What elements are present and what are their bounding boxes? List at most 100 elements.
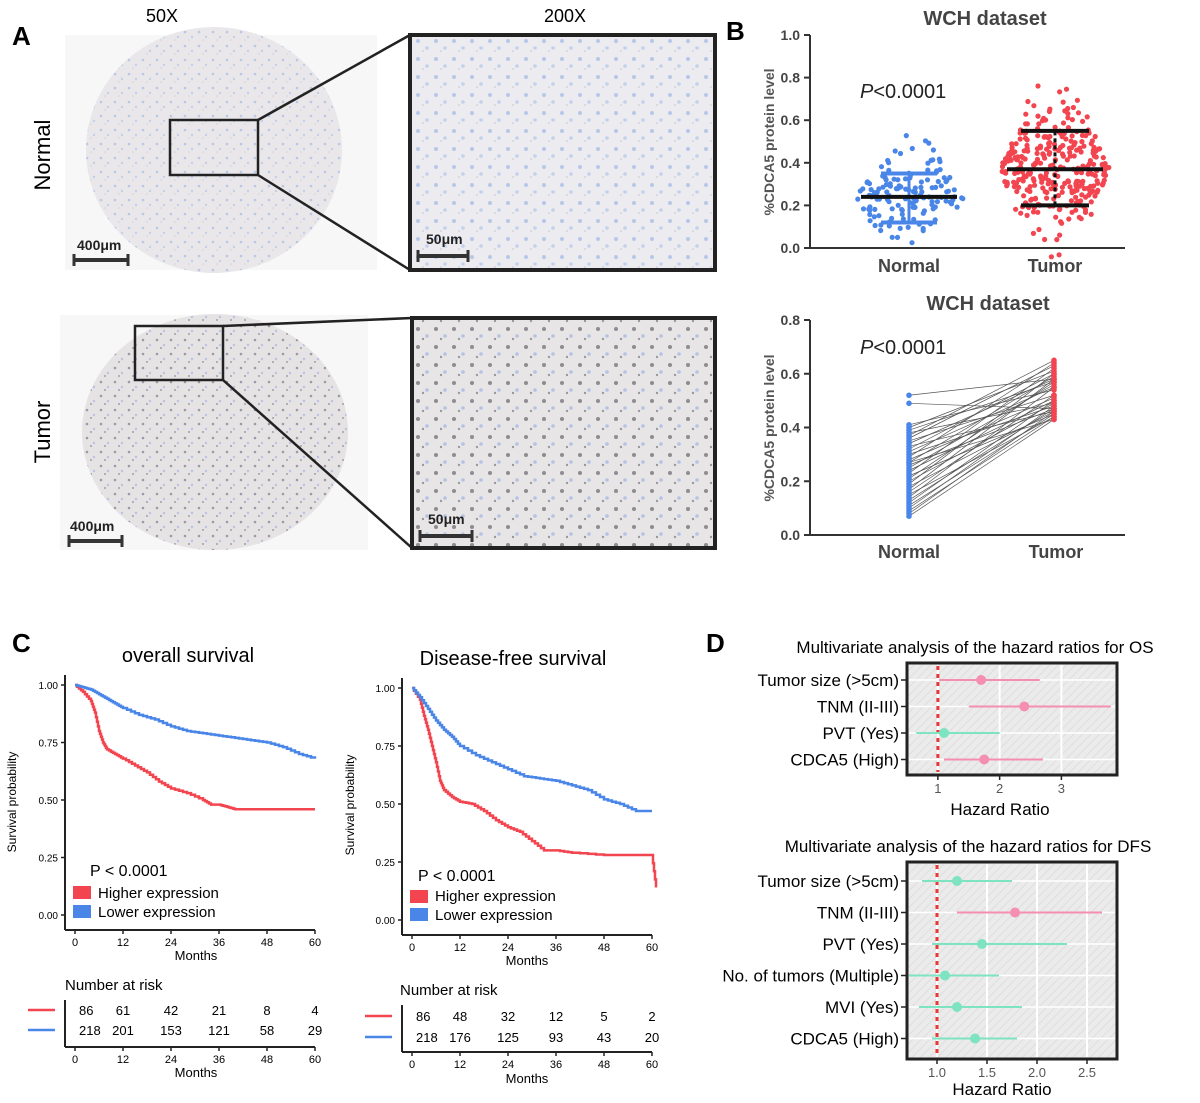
point-tumor (1043, 170, 1049, 176)
chart-b1: WCH dataset %CDCA5 protein level 0.0 0.2 0… (761, 8, 1125, 276)
f2-hr-point (1010, 907, 1020, 918)
pair-line (908, 405, 1055, 509)
point-normal (918, 184, 924, 190)
pair-line (908, 411, 1055, 447)
pair-line (908, 378, 1055, 490)
km1-xtick-label: 48 (261, 937, 273, 949)
point-tumor (1032, 182, 1038, 188)
chart-km-os-pvalue: P < 0.0001 (90, 863, 168, 880)
point-normal (935, 178, 941, 185)
chart-km-dfs: Disease-free survival Survival probabili… (343, 648, 659, 1086)
point-tumor (1008, 149, 1014, 155)
point-tumor (1024, 145, 1030, 151)
point-normal (878, 164, 885, 170)
pair-line (908, 402, 1055, 434)
point-normal (868, 187, 874, 193)
km1-risk-value: 58 (260, 1023, 274, 1038)
f1-xtick-label: 3 (1058, 781, 1065, 796)
km1-risk-value: 29 (308, 1023, 322, 1038)
km2-ytick-label: 0.00 (376, 916, 396, 927)
point-tumor (1075, 198, 1081, 205)
point-normal (906, 400, 912, 407)
point-tumor (1057, 89, 1063, 95)
point-tumor (1069, 117, 1075, 123)
point-tumor (1034, 150, 1040, 156)
pair-line (908, 408, 1055, 466)
legend-swatch-higher (73, 886, 91, 899)
chart-b2-xtick-normal: Normal (878, 542, 940, 562)
pair-line (908, 402, 1055, 410)
point-tumor (1092, 173, 1098, 179)
km2-ytick-label: 0.50 (376, 800, 396, 811)
km1-ytick-label: 0.50 (39, 796, 59, 807)
km2-xtick-label: 12 (454, 942, 466, 954)
pair-line (908, 413, 1055, 477)
point-normal (889, 206, 895, 212)
point-normal (903, 186, 909, 192)
km2-xtick-label: 24 (502, 942, 514, 954)
km1-ytick-label: 0.25 (39, 854, 59, 865)
km2-ytick-label: 0.25 (376, 858, 396, 869)
chart-b1-ylabel: %CDCA5 protein level (761, 68, 777, 215)
point-normal (910, 200, 916, 207)
chart-b2-ytick-label: 0.2 (781, 473, 801, 489)
km1-risk-value: 86 (79, 1003, 93, 1018)
risk-xlabel-dfs: Months (506, 1071, 549, 1086)
chart-b2: WCH dataset %CDCA5 protein level 0.0 0.2 0… (761, 293, 1125, 562)
point-tumor (1106, 164, 1112, 171)
point-normal (872, 190, 878, 196)
chart-b2-pvalue: P<0.0001 (860, 337, 946, 359)
point-tumor (1088, 211, 1094, 217)
point-tumor (1042, 189, 1048, 195)
km2-curve-higher (412, 686, 658, 888)
km2-risk-value: 32 (501, 1009, 515, 1024)
point-normal (878, 227, 884, 234)
point-tumor (1064, 157, 1070, 163)
chart-forest-dfs: Multivariate analysis of the hazard rati… (722, 837, 1151, 1099)
km2-risk-value: 43 (597, 1030, 611, 1045)
point-normal (906, 392, 912, 399)
point-tumor (1073, 194, 1079, 200)
point-tumor (1075, 110, 1082, 116)
point-normal (871, 214, 877, 220)
km2-xtick-label: 36 (550, 942, 562, 954)
f2-row-label: TNM (II-III) (817, 904, 899, 923)
point-tumor (1029, 196, 1035, 202)
point-normal (934, 199, 941, 205)
point-normal (872, 206, 878, 212)
km2-risk-xtick-label: 0 (409, 1059, 415, 1071)
point-tumor (1047, 140, 1053, 146)
f2-hr-point (952, 1002, 962, 1012)
chart-km-dfs-ylabel: Survival probability (343, 755, 357, 856)
point-tumor (1006, 154, 1013, 160)
point-tumor (1065, 115, 1071, 121)
legend-swatch-lower (73, 905, 91, 918)
point-tumor (1011, 184, 1018, 190)
point-tumor (1040, 185, 1046, 191)
scale-label-normal-50x: 400μm (77, 237, 121, 253)
pair-line (908, 419, 1055, 463)
point-tumor (1022, 135, 1029, 141)
point-tumor (1101, 177, 1107, 183)
km1-xtick-label: 0 (72, 937, 78, 949)
point-tumor (1060, 99, 1066, 105)
point-tumor (1051, 392, 1057, 399)
point-tumor (1020, 178, 1026, 184)
f1-xtick-label: 1 (934, 781, 941, 796)
point-tumor (1018, 210, 1024, 216)
chart-km-os: overall survival Survival probability Mo… (5, 645, 322, 1080)
km1-xtick-label: 12 (117, 937, 129, 949)
point-normal (906, 422, 912, 428)
point-tumor (1079, 192, 1085, 198)
chart-b1-title: WCH dataset (923, 8, 1047, 30)
km1-curve-lower (75, 683, 317, 759)
point-normal (924, 177, 931, 183)
point-normal (864, 179, 871, 185)
point-normal (860, 186, 866, 192)
point-normal (880, 184, 886, 190)
f2-xtick-label: 1.0 (928, 1065, 946, 1080)
f1-hr-point (1019, 701, 1030, 712)
point-normal (919, 189, 925, 195)
point-normal (897, 150, 904, 157)
point-tumor (1081, 185, 1087, 192)
